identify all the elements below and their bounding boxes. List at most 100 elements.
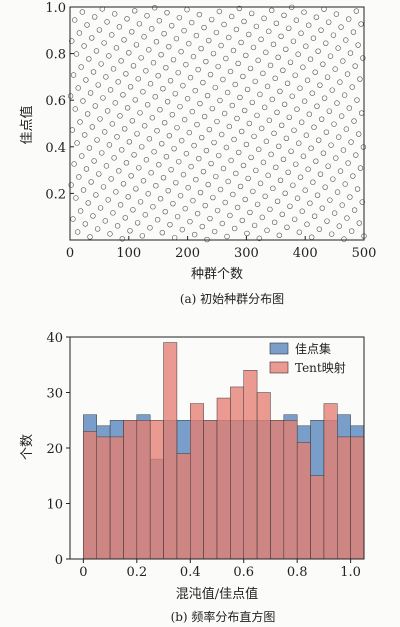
scatter-point	[113, 189, 119, 195]
scatter-point	[244, 230, 250, 237]
scatter-point	[99, 150, 105, 156]
bar-tent-map	[203, 420, 218, 560]
scatter-point	[356, 131, 362, 137]
scatter-point	[344, 71, 351, 77]
scatter-point	[94, 226, 101, 232]
scatter-point	[303, 132, 310, 138]
scatter-point	[274, 109, 280, 116]
scatter-point	[250, 44, 257, 51]
scatter-point	[193, 176, 199, 183]
scatter-point	[296, 140, 302, 146]
scatter-point	[73, 51, 80, 57]
scatter-point	[357, 165, 364, 171]
scatter-point	[348, 228, 355, 234]
scatter-point	[173, 179, 179, 186]
histogram-chart: 0 0.2 0.4 0.6 0.8 1.0 0 10 20 30 40 混沌值/佳点值 个数 (b…	[20, 331, 365, 624]
scatter-point	[276, 232, 283, 239]
scatter-point	[278, 122, 285, 129]
scatter-point	[124, 16, 130, 22]
scatter-point	[357, 76, 363, 82]
scatter-point	[345, 160, 351, 166]
scatter-point	[137, 199, 144, 205]
bar-tent-map	[310, 475, 325, 560]
scatter-point	[285, 169, 291, 175]
scatter-point	[216, 8, 223, 15]
scatter-point	[97, 205, 104, 211]
scatter-point	[143, 157, 150, 163]
scatter-point	[197, 189, 204, 196]
scatter-point	[273, 20, 280, 27]
scatter-point	[328, 231, 335, 237]
scatter-point	[195, 66, 201, 73]
scatter-point	[256, 235, 263, 242]
scatter-point	[280, 156, 287, 163]
scatter-point	[126, 50, 132, 56]
bar-tent-map	[270, 420, 285, 560]
scatter-point	[310, 179, 316, 185]
scatter-point	[111, 155, 117, 161]
scatter-point	[323, 40, 329, 46]
scatter-point	[327, 197, 333, 203]
scatter-point	[324, 218, 330, 224]
scatter-point	[283, 46, 289, 52]
scatter-point	[207, 215, 213, 222]
bar-tent-map	[123, 420, 138, 560]
scatter-point	[330, 32, 337, 38]
scatter-point	[200, 79, 206, 86]
scatter-point	[261, 104, 268, 111]
scatter-point	[74, 229, 81, 235]
histogram-y-tick-label: 20	[46, 442, 63, 457]
histogram-bars	[83, 342, 365, 560]
scatter-point	[233, 26, 240, 33]
scatter-point	[82, 221, 88, 227]
scatter-point	[221, 110, 228, 117]
scatter-point	[85, 200, 91, 206]
scatter-point	[131, 152, 137, 158]
scatter-point	[337, 79, 343, 85]
scatter-point	[186, 129, 193, 136]
scatter-point	[246, 31, 252, 38]
scatter-y-axis-label: 佳点值	[19, 105, 35, 144]
scatter-point	[230, 47, 237, 54]
bar-tent-map	[109, 436, 124, 560]
scatter-point	[70, 72, 77, 78]
scatter-point	[198, 45, 204, 52]
histogram-x-tick-label: 0.2	[126, 565, 147, 580]
scatter-point	[137, 110, 143, 116]
scatter-point	[127, 84, 134, 90]
scatter-caption: (a) 初始种群分布图	[180, 292, 284, 306]
scatter-point	[244, 86, 251, 93]
scatter-point	[200, 168, 207, 175]
scatter-point	[169, 22, 175, 29]
scatter-x-tick-label: 100	[116, 246, 141, 261]
scatter-point	[290, 182, 296, 188]
bar-tent-map	[136, 420, 151, 560]
scatter-point	[181, 116, 188, 123]
scatter-point	[178, 48, 184, 55]
scatter-point	[73, 195, 79, 201]
scatter-point	[230, 191, 236, 198]
scatter-point	[258, 125, 265, 132]
scatter-point	[297, 174, 304, 180]
scatter-point	[224, 233, 230, 240]
scatter-point	[331, 121, 337, 127]
scatter-y-tick-label: 0.6	[45, 94, 66, 109]
scatter-point	[166, 132, 173, 139]
scatter-point	[254, 112, 260, 119]
scatter-point	[305, 166, 311, 172]
scatter-point	[97, 116, 103, 122]
scatter-point	[284, 224, 290, 230]
scatter-point	[283, 135, 290, 141]
scatter-point	[126, 139, 133, 145]
scatter-point	[116, 24, 123, 30]
scatter-point	[342, 181, 348, 187]
scatter-point	[103, 163, 110, 169]
scatter-point	[247, 209, 253, 216]
scatter-point	[148, 170, 154, 176]
scatter-point	[186, 40, 192, 47]
scatter-point	[289, 93, 295, 99]
scatter-point	[220, 165, 227, 172]
scatter-point	[234, 115, 240, 122]
scatter-point	[354, 186, 361, 192]
scatter-point	[307, 200, 313, 206]
